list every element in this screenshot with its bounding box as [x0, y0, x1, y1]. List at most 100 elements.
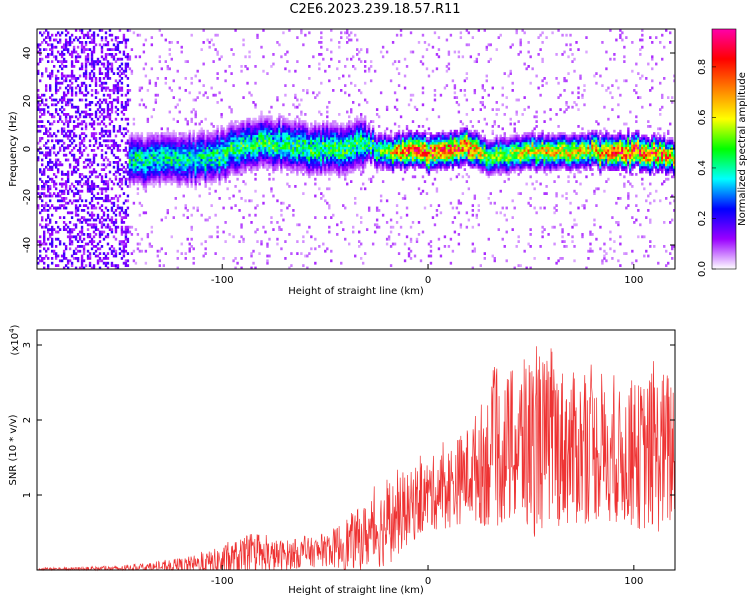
spectrogram-cell — [357, 103, 361, 107]
spectrogram-cell — [266, 127, 269, 131]
spectrogram-cell — [212, 43, 215, 47]
spectrogram-cell — [64, 38, 68, 42]
spectrogram-cell — [304, 139, 307, 143]
spectrogram-cell — [338, 41, 341, 44]
spectrogram-cell — [312, 134, 315, 138]
spectrogram-cell — [238, 173, 241, 176]
spectrogram-cell — [332, 149, 335, 152]
spectrogram-cell — [296, 139, 299, 143]
spectrogram-cell — [262, 158, 265, 162]
spectrogram-cell — [180, 153, 183, 157]
spectrogram-cell — [170, 235, 173, 239]
spectrogram-cell — [310, 125, 313, 128]
spectrogram-cell — [150, 134, 154, 138]
spectrogram-cell — [168, 139, 171, 143]
spectrogram-cell — [210, 151, 213, 155]
spectrogram-cell — [170, 170, 173, 174]
spectrogram-cell — [379, 151, 383, 155]
spectrogram-cell — [52, 173, 56, 176]
spectrogram-cell — [240, 141, 243, 145]
spectrogram-cell — [128, 225, 132, 229]
spectrogram-cell — [40, 108, 44, 111]
spectrogram-cell — [276, 149, 279, 152]
spectrogram-cell — [365, 153, 369, 157]
spectrogram-cell — [278, 134, 281, 138]
spectrogram-cell — [174, 144, 177, 147]
spectrogram-cell — [377, 156, 381, 159]
spectrogram-cell — [152, 108, 156, 111]
spectrogram-cell — [174, 177, 177, 181]
spectrogram-cell — [108, 161, 112, 164]
spectrogram-cell — [365, 137, 369, 140]
spectrogram-cell — [274, 141, 277, 145]
spectrogram-cell — [92, 235, 96, 239]
spectrogram-cell — [306, 125, 309, 128]
spectrogram-cell — [100, 36, 104, 39]
spectrogram-cell — [102, 115, 106, 119]
spectrogram-cell — [80, 122, 84, 126]
spectrogram-cell — [60, 189, 64, 193]
spectrogram-cell — [248, 158, 251, 162]
spectrogram-cell — [210, 204, 213, 207]
spectrogram-cell — [56, 206, 60, 210]
spectrogram-cell — [110, 180, 114, 183]
spectrogram-cell — [138, 158, 142, 162]
spectrogram-cell — [322, 132, 325, 135]
spectrogram-cell — [278, 151, 281, 155]
spectrogram-cell — [232, 127, 235, 131]
spectrogram-cell — [352, 141, 355, 145]
spectrogram-cell — [332, 122, 335, 126]
spectrogram-cell — [148, 141, 152, 145]
spectrogram-cell — [264, 125, 267, 128]
spectrogram-cell — [356, 146, 359, 150]
spectrogram-cell — [82, 245, 86, 248]
spectrogram-cell — [206, 134, 209, 138]
spectrogram-cell — [86, 33, 90, 37]
spectrogram-cell — [138, 168, 142, 171]
spectrogram-cell — [80, 110, 84, 114]
spectrogram-cell — [180, 175, 183, 179]
spectrogram-cell — [294, 163, 297, 167]
spectrogram-cell — [70, 103, 74, 107]
spectrogram-cell — [334, 141, 337, 145]
spectrogram-cell — [102, 223, 106, 227]
spectrogram-cell — [68, 86, 72, 90]
spectrogram-cell — [332, 141, 335, 145]
spectrogram-cell — [375, 113, 379, 116]
spectrogram-cell — [371, 149, 375, 152]
spectrogram-cell — [128, 144, 132, 147]
spectrogram-cell — [68, 115, 72, 119]
spectrogram-cell — [100, 209, 104, 212]
spectrogram-cell — [140, 249, 144, 253]
spectrogram-cell — [204, 168, 207, 171]
spectrogram-cell — [54, 38, 58, 42]
spectrogram-cell — [206, 144, 209, 147]
spectrogram-cell — [210, 168, 213, 171]
spectrogram-cell — [114, 38, 118, 42]
spectrogram-cell — [198, 149, 201, 152]
spectrogram-cell — [278, 149, 281, 152]
spectrogram-cell — [322, 57, 325, 61]
spectrogram-cell — [252, 101, 255, 104]
spectrogram-cell — [138, 151, 142, 155]
spectrogram-cell — [122, 230, 126, 234]
spectrogram-cell — [172, 177, 175, 181]
spectrogram-cell — [276, 129, 279, 133]
spectrogram-cell — [218, 149, 221, 152]
spectrogram-cell — [184, 177, 187, 181]
spectrogram-cell — [178, 151, 181, 155]
spectrogram-cell — [352, 151, 355, 155]
spectrogram-cell — [190, 120, 193, 123]
spectrogram-cell — [276, 139, 279, 143]
spectrogram-cell — [266, 120, 269, 123]
spectrogram-cell — [300, 170, 303, 174]
spectrogram-cell — [276, 221, 279, 224]
spectrogram-cell — [100, 38, 104, 42]
spectrogram-cell — [100, 45, 104, 49]
spectrogram-cell — [200, 175, 203, 179]
spectrogram-cell — [90, 206, 94, 210]
spectrogram-cell — [186, 175, 189, 179]
spectrogram-cell — [194, 122, 197, 126]
spectrogram-cell — [114, 105, 118, 109]
spectrogram-cell — [302, 149, 305, 152]
